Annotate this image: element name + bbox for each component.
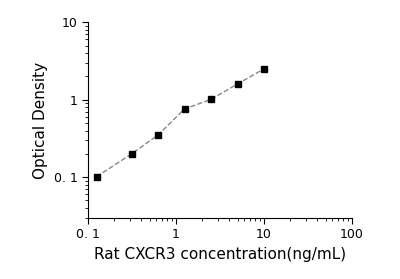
- X-axis label: Rat CXCR3 concentration(ng/mL): Rat CXCR3 concentration(ng/mL): [94, 247, 346, 262]
- Y-axis label: Optical Density: Optical Density: [33, 61, 48, 179]
